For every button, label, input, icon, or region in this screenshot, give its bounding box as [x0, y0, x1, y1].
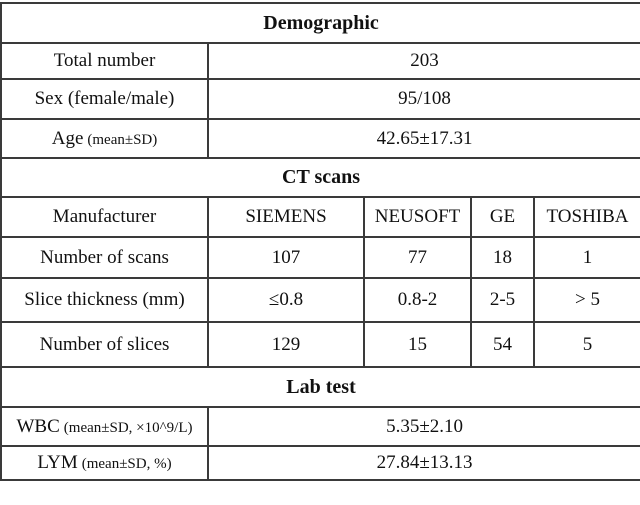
cell-scans-neusoft: 77 — [363, 236, 472, 279]
row-label-wbc-text: WBC — [16, 415, 60, 437]
table-row: WBC (mean±SD, ×10^9/L) 5.35±2.10 — [0, 406, 640, 447]
section-row-lab-test: Lab test — [0, 366, 640, 408]
row-label-lym-paren: (mean±SD, %) — [81, 456, 172, 472]
row-label-lym-text: LYM — [37, 452, 78, 473]
cell-thickness-ge: 2-5 — [470, 277, 535, 323]
row-label-manufacturer: Manufacturer — [0, 196, 209, 238]
cell-slices-ge: 54 — [470, 321, 535, 368]
row-label-age: Age (mean±SD) — [0, 118, 209, 159]
table-row: Age (mean±SD) 42.65±17.31 — [0, 118, 640, 159]
table-row: Manufacturer SIEMENS NEUSOFT GE TOSHIBA — [0, 196, 640, 238]
section-title-ct-scans: CT scans — [0, 157, 640, 198]
row-label-wbc: WBC (mean±SD, ×10^9/L) — [0, 406, 209, 447]
cell-slices-siemens: 129 — [207, 321, 365, 368]
cell-thickness-siemens: ≤0.8 — [207, 277, 365, 323]
table-row: Total number 203 — [0, 42, 640, 80]
demographics-table: Demographic Total number 203 Sex (female… — [0, 2, 640, 481]
row-label-sex: Sex (female/male) — [0, 78, 209, 120]
row-label-age-paren: (mean±SD) — [87, 131, 158, 148]
cell-thickness-neusoft: 0.8-2 — [363, 277, 472, 323]
table-row: LYM (mean±SD, %) 27.84±13.13 — [0, 445, 640, 481]
cell-manufacturer-neusoft: NEUSOFT — [363, 196, 472, 238]
row-label-number-of-slices: Number of slices — [0, 321, 209, 368]
table-row: Number of scans 107 77 18 1 — [0, 236, 640, 279]
row-label-total-number: Total number — [0, 42, 209, 80]
row-label-slice-thickness: Slice thickness (mm) — [0, 277, 209, 323]
cell-manufacturer-ge: GE — [470, 196, 535, 238]
row-value-sex: 95/108 — [206, 78, 640, 120]
row-value-age: 42.65±17.31 — [206, 118, 640, 159]
row-label-age-text: Age — [51, 127, 84, 149]
section-row-demographic: Demographic — [0, 2, 640, 44]
section-title-lab-test: Lab test — [0, 366, 640, 408]
row-value-lym: 27.84±13.13 — [206, 445, 640, 481]
section-row-ct-scans: CT scans — [0, 157, 640, 198]
table-row: Number of slices 129 15 54 5 — [0, 321, 640, 368]
row-label-wbc-paren: (mean±SD, ×10^9/L) — [63, 419, 193, 436]
cell-scans-siemens: 107 — [207, 236, 365, 279]
row-label-lym: LYM (mean±SD, %) — [0, 445, 209, 481]
row-value-total-number: 203 — [206, 42, 640, 80]
cell-manufacturer-toshiba: TOSHIBA — [532, 196, 640, 238]
section-title-demographic: Demographic — [0, 2, 640, 44]
row-value-wbc: 5.35±2.10 — [206, 406, 640, 447]
cell-scans-ge: 18 — [470, 236, 535, 279]
cell-slices-toshiba: 5 — [532, 321, 640, 368]
row-label-number-of-scans: Number of scans — [0, 236, 209, 279]
cell-thickness-toshiba: > 5 — [532, 277, 640, 323]
cell-manufacturer-siemens: SIEMENS — [207, 196, 365, 238]
cell-scans-toshiba: 1 — [532, 236, 640, 279]
cell-slices-neusoft: 15 — [363, 321, 472, 368]
table-row: Sex (female/male) 95/108 — [0, 78, 640, 120]
table-row: Slice thickness (mm) ≤0.8 0.8-2 2-5 > 5 — [0, 277, 640, 323]
